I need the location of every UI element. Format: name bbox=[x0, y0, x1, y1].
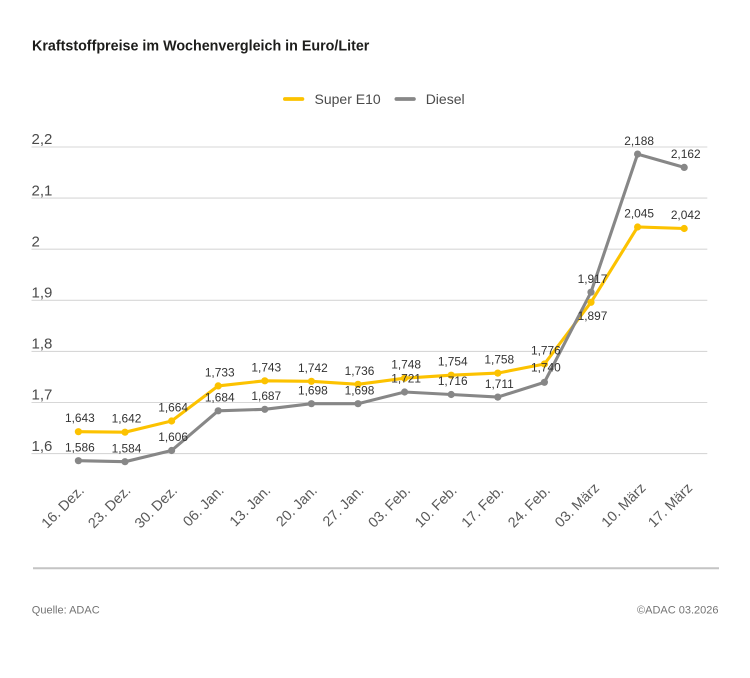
svg-text:©ADAC 03.2026: ©ADAC 03.2026 bbox=[637, 604, 719, 616]
svg-text:1,698: 1,698 bbox=[298, 383, 328, 397]
svg-text:2,188: 2,188 bbox=[624, 134, 654, 148]
svg-text:1,776: 1,776 bbox=[531, 344, 561, 358]
svg-text:2,162: 2,162 bbox=[671, 147, 701, 161]
svg-text:1,754: 1,754 bbox=[438, 355, 468, 369]
svg-text:1,758: 1,758 bbox=[484, 353, 514, 367]
svg-text:1,736: 1,736 bbox=[345, 364, 375, 378]
svg-text:1,643: 1,643 bbox=[65, 411, 95, 425]
svg-text:2,1: 2,1 bbox=[32, 182, 53, 199]
svg-text:1,586: 1,586 bbox=[65, 440, 95, 454]
svg-text:2: 2 bbox=[32, 233, 40, 250]
svg-text:Quelle: ADAC: Quelle: ADAC bbox=[32, 604, 100, 616]
svg-text:1,664: 1,664 bbox=[158, 401, 188, 415]
svg-text:Super E10: Super E10 bbox=[315, 91, 381, 107]
svg-text:1,698: 1,698 bbox=[345, 383, 375, 397]
svg-text:1,742: 1,742 bbox=[298, 361, 328, 375]
svg-text:Kraftstoffpreise im Wochenverg: Kraftstoffpreise im Wochenvergleich in E… bbox=[32, 38, 370, 54]
svg-text:1,748: 1,748 bbox=[391, 358, 421, 372]
svg-text:1,740: 1,740 bbox=[531, 361, 561, 375]
svg-text:1,917: 1,917 bbox=[578, 272, 608, 286]
svg-text:1,711: 1,711 bbox=[485, 377, 514, 391]
svg-text:1,8: 1,8 bbox=[32, 336, 53, 353]
svg-text:1,642: 1,642 bbox=[112, 412, 142, 426]
svg-text:2,2: 2,2 bbox=[32, 131, 53, 148]
svg-text:2,045: 2,045 bbox=[624, 207, 654, 221]
svg-text:1,7: 1,7 bbox=[32, 387, 53, 404]
svg-text:Diesel: Diesel bbox=[426, 91, 465, 107]
svg-text:1,743: 1,743 bbox=[251, 360, 281, 374]
svg-text:1,684: 1,684 bbox=[205, 391, 235, 405]
svg-text:1,606: 1,606 bbox=[158, 430, 188, 444]
svg-text:1,584: 1,584 bbox=[112, 441, 142, 455]
svg-text:1,716: 1,716 bbox=[438, 374, 468, 388]
svg-text:1,721: 1,721 bbox=[391, 372, 421, 386]
svg-text:1,9: 1,9 bbox=[32, 285, 53, 302]
svg-text:1,6: 1,6 bbox=[32, 438, 53, 455]
svg-text:1,733: 1,733 bbox=[205, 365, 235, 379]
svg-text:1,687: 1,687 bbox=[251, 389, 281, 403]
svg-text:1,897: 1,897 bbox=[578, 309, 608, 323]
svg-text:2,042: 2,042 bbox=[671, 208, 701, 222]
